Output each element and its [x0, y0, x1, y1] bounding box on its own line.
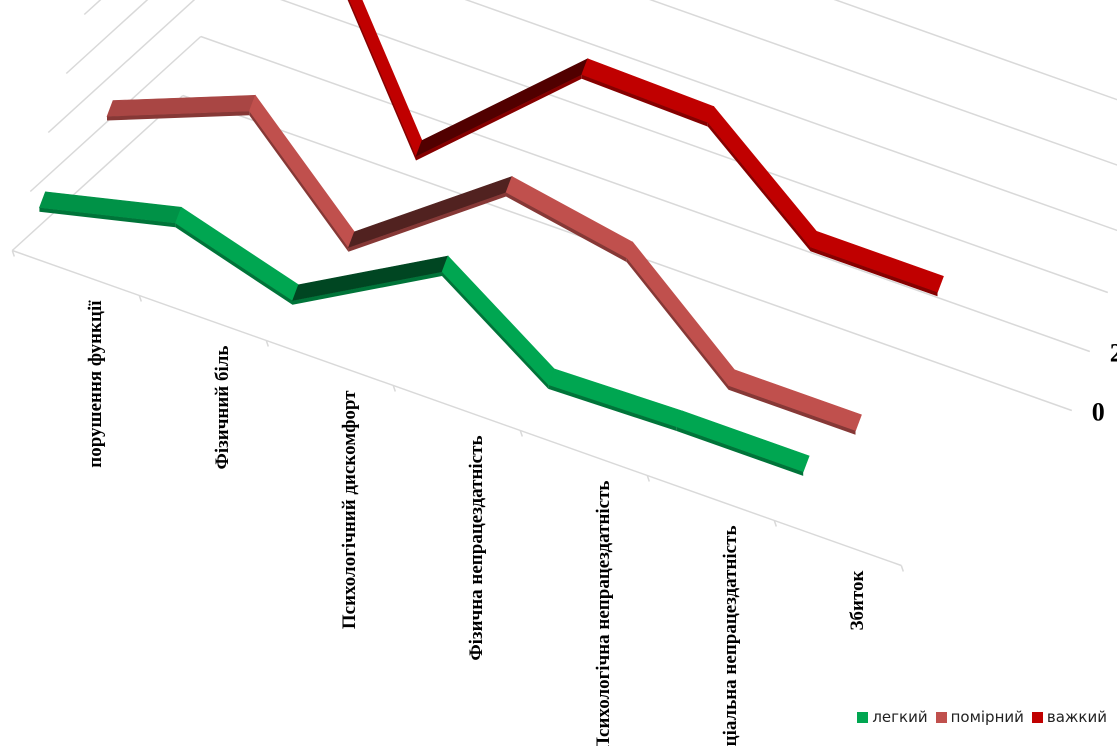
ribbon-edge: [416, 74, 582, 161]
series-ribbons: [38, 0, 944, 476]
category-tick: [138, 295, 143, 302]
ribbon-segment: [415, 58, 589, 158]
ribbon-segment: [441, 255, 555, 386]
category-tick: [11, 250, 16, 257]
ribbon-segment: [248, 94, 355, 249]
ribbon-edge: [347, 0, 416, 161]
ribbon-edge: [348, 192, 506, 252]
legend-swatch-moderate: [935, 711, 947, 723]
legend-label-light: легкий: [872, 708, 928, 726]
series-ribbon-2: [347, 0, 944, 297]
ribbon-edge: [548, 384, 677, 431]
gridline-side: [47, 0, 196, 134]
x-tick-label: Фізична непрацездатність: [466, 435, 487, 660]
y-tick-label: 0: [1092, 398, 1105, 427]
category-tick: [773, 520, 778, 527]
gridline-side: [11, 94, 184, 252]
ribbon-edge: [442, 272, 549, 389]
ribbon-edge: [810, 247, 938, 297]
series-ribbon-0: [38, 191, 810, 476]
legend: легкий помірний важкий: [857, 708, 1107, 726]
category-axis: [11, 249, 905, 572]
ribbon-edge: [676, 426, 804, 476]
ribbon-segment: [675, 410, 810, 473]
legend-item-moderate: помірний: [935, 708, 1024, 726]
gridline: [649, 0, 1117, 166]
x-tick-label: Психологічна непрацездатність: [593, 481, 614, 746]
series-ribbon-1: [106, 94, 862, 435]
ribbon-edge: [292, 272, 442, 305]
ribbon-edge: [506, 192, 627, 263]
ribbon-segment: [707, 106, 817, 248]
x-tick-label: Збиток: [847, 570, 868, 630]
category-tick: [900, 565, 905, 572]
ribbon-edge: [39, 207, 176, 228]
gridline-side: [83, 0, 102, 16]
ribbon-edge: [707, 122, 811, 252]
gridline: [200, 35, 1091, 353]
x-tick-label: Фізичний біль: [212, 346, 233, 470]
ribbon-edge: [175, 223, 293, 305]
ribbon-segment: [547, 368, 683, 428]
gridline-side: [65, 0, 149, 75]
ribbon-edge: [581, 74, 708, 127]
legend-label-moderate: помірний: [950, 708, 1024, 726]
legend-label-severe: важкий: [1046, 708, 1107, 726]
ribbon-edge: [107, 111, 250, 121]
gridline: [833, 0, 1117, 101]
x-tick-label: Соціальна непрацездатність: [720, 526, 741, 746]
legend-swatch-severe: [1031, 711, 1043, 723]
category-tick: [519, 430, 524, 437]
ribbon-segment: [175, 206, 299, 302]
x-axis-labels: порушення функції Фізичний біль Психологіч…: [85, 300, 868, 746]
ribbon-edge: [249, 111, 349, 252]
ribbon-segment: [626, 241, 735, 387]
legend-item-severe: важкий: [1031, 708, 1107, 726]
y-tick-label: 2: [1110, 339, 1117, 368]
y-axis-ticks: 02468: [1092, 339, 1117, 427]
ribbon-segment: [347, 176, 513, 249]
legend-item-light: легкий: [857, 708, 928, 726]
ribbon-edge: [728, 385, 856, 435]
x-tick-label: Психологічний дискомфорт: [339, 390, 360, 629]
category-tick: [392, 385, 397, 392]
ribbon-edge: [626, 258, 729, 390]
gridline: [464, 0, 1117, 232]
x-tick-label: порушення функції: [85, 300, 106, 468]
category-axis-line: [12, 249, 902, 567]
legend-swatch-light: [857, 711, 869, 723]
ribbon-segment: [810, 230, 944, 293]
category-tick: [646, 475, 651, 482]
category-tick: [265, 340, 270, 347]
ribbon-segment: [728, 369, 862, 432]
